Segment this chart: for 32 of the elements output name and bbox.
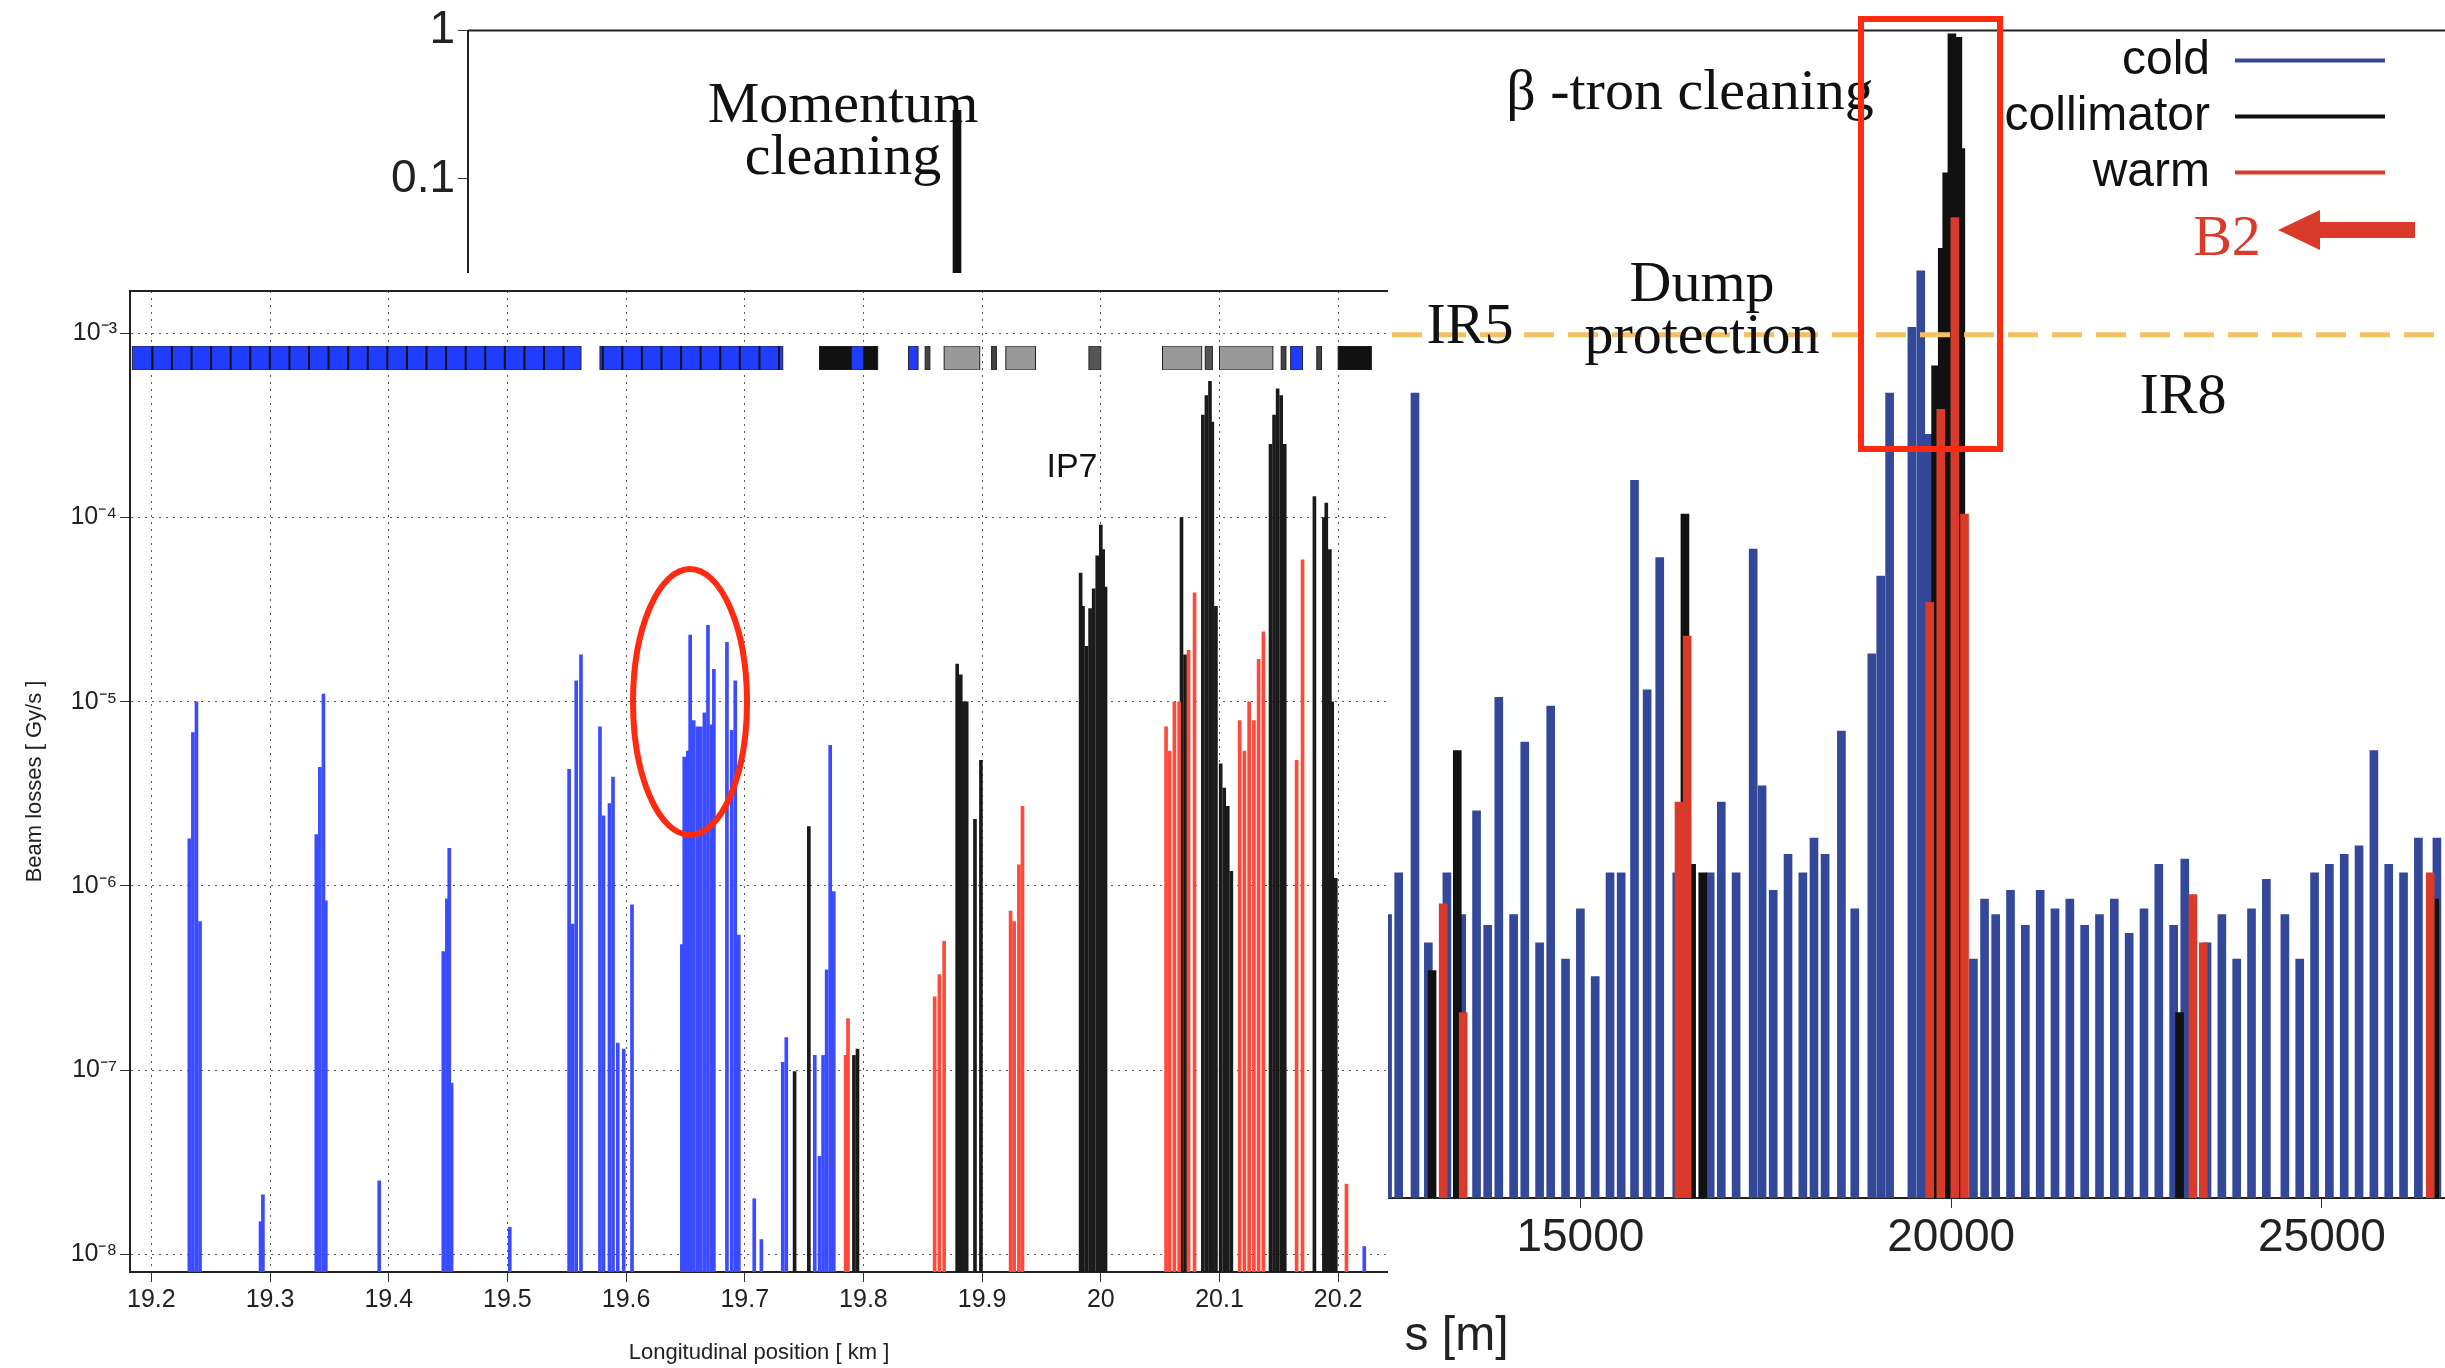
x-tick-label: 19.9	[957, 1283, 1007, 1312]
y-tick-label: 10⁻⁶	[70, 869, 117, 898]
y-tick-label: 0.1	[391, 149, 455, 202]
legend-label: cold	[2121, 30, 2210, 84]
y-tick-label: 10⁻⁷	[72, 1053, 117, 1082]
x-tick-label: 19.4	[364, 1283, 414, 1312]
y-tick-label: 10⁻³	[72, 317, 117, 346]
y-tick-label: 10⁻⁴	[70, 501, 117, 530]
legend-label: collimator	[2004, 86, 2211, 140]
annotation: B2	[2193, 203, 2261, 269]
x-tick-label: 25000	[2258, 1209, 2386, 1262]
x-tick-label: 19.5	[483, 1283, 532, 1312]
x-tick-label: 20000	[1887, 1209, 2016, 1262]
x-tick-label: 19.2	[127, 1283, 176, 1312]
x-tick-label: 15000	[1516, 1209, 1645, 1262]
y-axis-title: Beam losses [ Gy/s ]	[21, 680, 47, 883]
x-tick-label: 19.8	[839, 1283, 888, 1312]
x-tick-label: 19.3	[245, 1283, 295, 1312]
annotation: IP7	[1046, 446, 1098, 485]
x-tick-label: 20.2	[1313, 1283, 1363, 1312]
annotation: Momentum cleaning	[707, 70, 979, 188]
y-tick-label: 10⁻⁸	[70, 1238, 117, 1267]
x-axis-title: s [m]	[1404, 1307, 1509, 1361]
annotation: IR8	[2139, 361, 2227, 427]
legend-label: warm	[2091, 142, 2210, 196]
x-tick-label: 20	[1086, 1283, 1115, 1312]
x-tick-label: 19.7	[720, 1283, 770, 1312]
y-tick-label: 1	[429, 1, 455, 54]
x-tick-label: 20.1	[1195, 1283, 1244, 1312]
x-tick-label: 19.6	[601, 1283, 651, 1312]
y-tick-label: 10⁻⁵	[70, 685, 117, 714]
x-axis-title: Longitudinal position [ km ]	[628, 1338, 890, 1364]
